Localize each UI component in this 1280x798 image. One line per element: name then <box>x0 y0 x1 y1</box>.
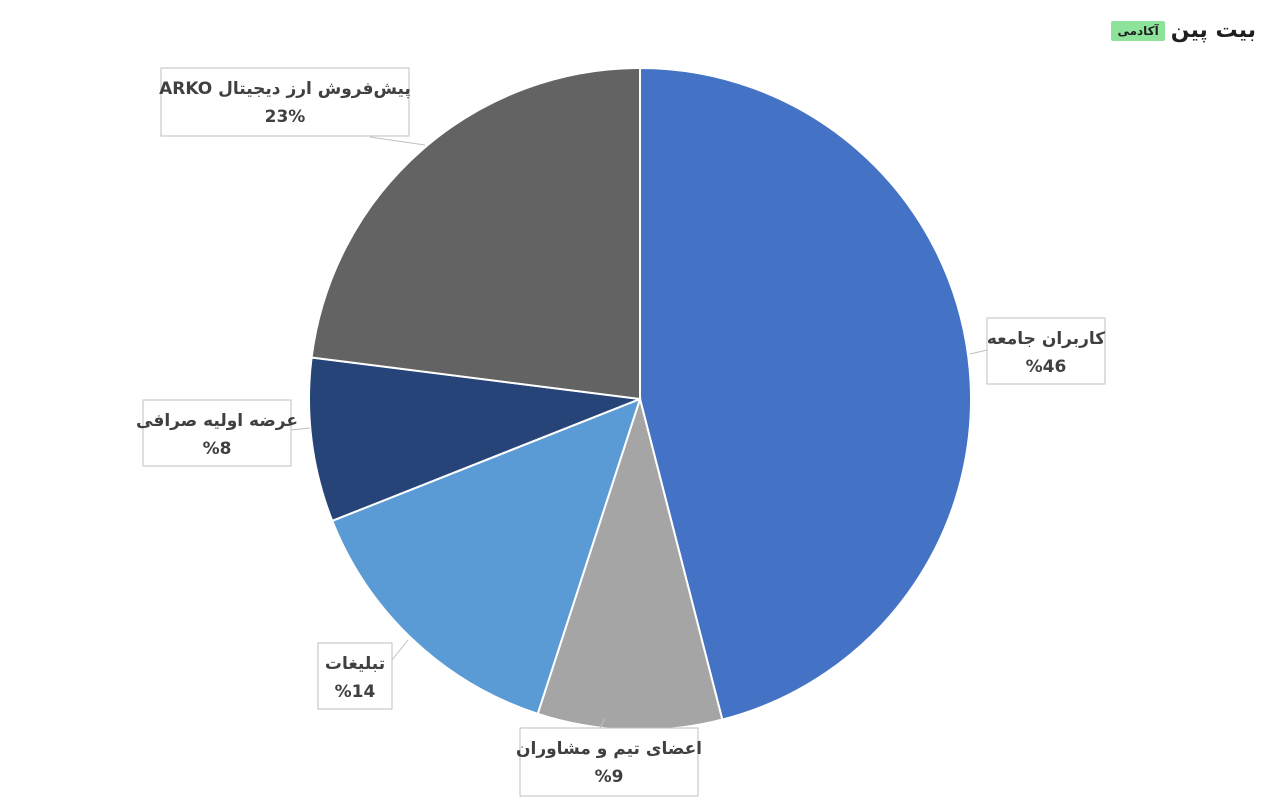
slice-value-label: %46 <box>1026 357 1067 377</box>
leader-line <box>369 136 426 146</box>
slice-value-label: %9 <box>595 767 624 787</box>
slice-value-label: %14 <box>335 682 376 702</box>
leader-line <box>290 427 311 431</box>
leader-lines <box>290 136 988 729</box>
data-label-box <box>317 642 393 710</box>
slice-labels: کاربران جامعه %46 اعضای تیم و مشاوران %9 تبل… <box>136 67 1106 797</box>
brand-logo: آکادمی بیت پین <box>1111 18 1257 43</box>
leader-line <box>599 717 606 729</box>
slice-category-label: اعضای تیم و مشاوران <box>516 739 702 759</box>
data-label: تبلیغات %14 <box>317 642 393 710</box>
slice-category-label: پیش‌فروش ارز دیجیتال ARKO <box>159 79 411 99</box>
data-label-box <box>142 399 292 467</box>
slice-category-label: کاربران جامعه <box>987 329 1105 349</box>
data-label-box <box>986 317 1106 385</box>
slice-value-label: 23% <box>265 107 306 127</box>
data-label: عرضه اولیه صرافی %8 <box>136 399 298 467</box>
brand-tag: آکادمی <box>1111 21 1165 41</box>
leader-line <box>391 639 409 661</box>
pie-slices <box>308 66 972 731</box>
leader-line <box>969 349 988 355</box>
data-label: اعضای تیم و مشاوران %9 <box>516 727 702 797</box>
pie-slice <box>308 356 641 523</box>
data-label-box <box>160 67 410 137</box>
slice-category-label: تبلیغات <box>325 654 385 674</box>
pie-slice <box>330 397 642 716</box>
data-label: پیش‌فروش ارز دیجیتال ARKO 23% <box>159 67 411 137</box>
pie-slice <box>310 66 641 401</box>
data-label: کاربران جامعه %46 <box>986 317 1106 385</box>
slice-value-label: %8 <box>203 439 232 459</box>
brand-name: بیت پین <box>1170 18 1257 43</box>
data-label-box <box>519 727 699 797</box>
pie-slice <box>639 66 972 721</box>
slice-category-label: عرضه اولیه صرافی <box>136 411 298 431</box>
